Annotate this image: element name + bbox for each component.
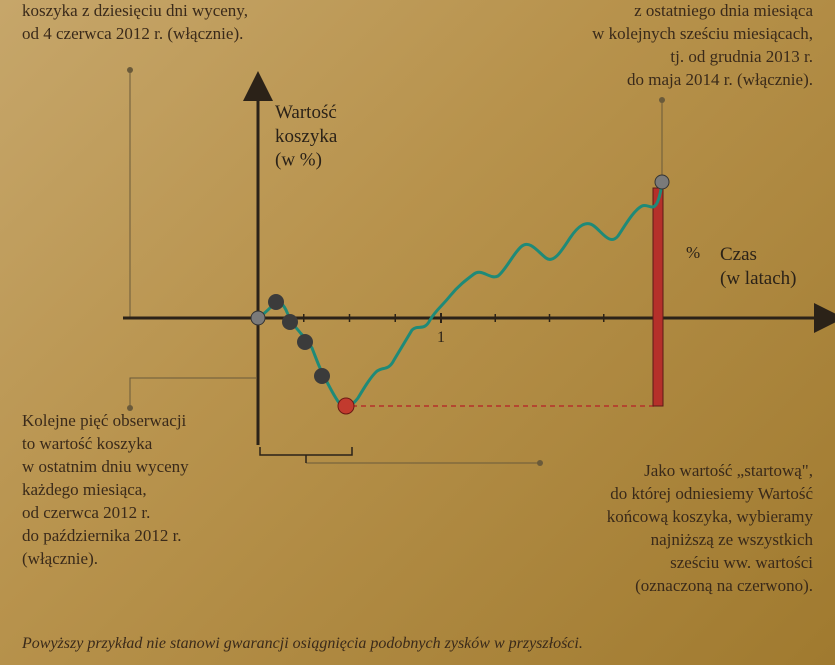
svg-text:Wartośćkoszyka(w %): Wartośćkoszyka(w %) — [275, 102, 338, 171]
svg-text:1: 1 — [437, 329, 445, 346]
basket-value-chart: 12Wartośćkoszyka(w %)Czas(w latach)% — [0, 0, 835, 665]
svg-text:Czas(w latach): Czas(w latach) — [720, 244, 796, 289]
svg-text:%: % — [686, 243, 700, 262]
